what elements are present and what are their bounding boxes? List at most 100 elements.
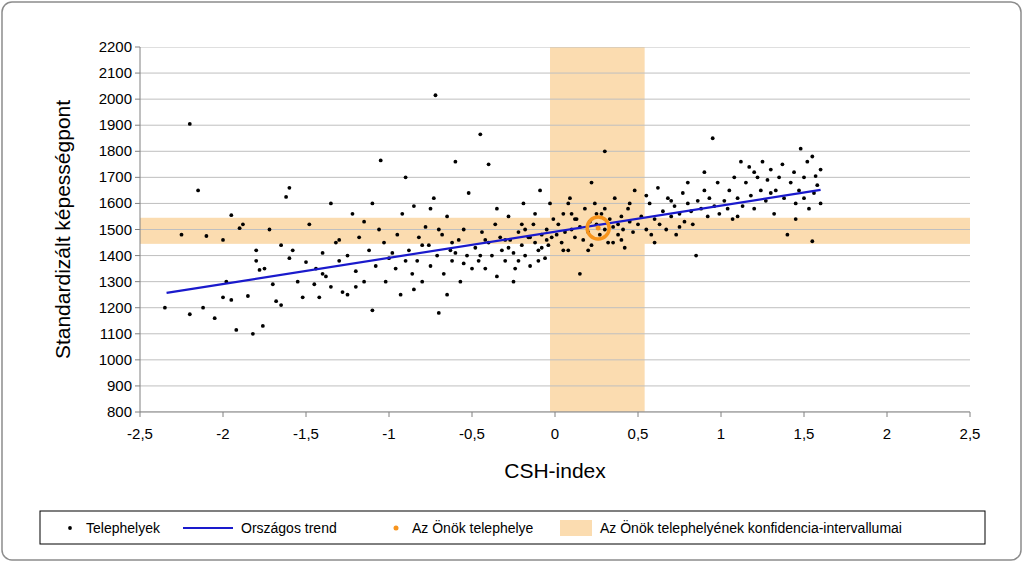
point [620, 215, 624, 219]
point [465, 254, 469, 258]
y-tick [135, 255, 140, 256]
point [644, 194, 648, 198]
point [566, 248, 570, 252]
point [706, 215, 710, 219]
point [254, 248, 258, 252]
point [478, 132, 482, 136]
point [329, 202, 333, 206]
point [500, 248, 504, 252]
point [337, 259, 341, 263]
point [545, 228, 549, 232]
point [268, 228, 272, 232]
point [424, 225, 428, 229]
point [603, 228, 607, 232]
point [450, 259, 454, 263]
point [769, 168, 773, 172]
grid-line [140, 333, 970, 334]
grid-line [140, 281, 970, 282]
point [736, 215, 740, 219]
point [598, 233, 602, 237]
grid-line [140, 359, 970, 360]
point [814, 174, 818, 178]
chart: 8009001000110012001300140015001600170018… [0, 0, 1024, 563]
point [304, 260, 308, 264]
point [188, 312, 192, 316]
point [543, 256, 547, 260]
point [678, 225, 682, 229]
legend-symbol [394, 526, 399, 531]
point [435, 254, 439, 258]
point [412, 288, 416, 292]
point [445, 215, 449, 219]
y-tick [135, 203, 140, 204]
point [462, 228, 466, 232]
point [417, 235, 421, 239]
y-axis-label: Standardizált képességpont [51, 100, 74, 359]
x-tick-label: -1 [382, 425, 395, 442]
frame [2, 2, 1021, 560]
point [761, 160, 765, 164]
point [673, 204, 677, 208]
point [196, 188, 200, 192]
point [522, 202, 526, 206]
point [528, 264, 532, 268]
legend-label: Az Önök telephelye [412, 519, 534, 536]
point [229, 298, 233, 302]
point [653, 241, 657, 245]
point [163, 306, 167, 310]
point [581, 238, 585, 242]
point [611, 241, 615, 245]
point [613, 196, 617, 200]
point [628, 202, 632, 206]
grid-line [140, 151, 970, 152]
point [362, 220, 366, 224]
point [674, 233, 678, 237]
legend-symbol [68, 526, 72, 530]
y-tick-label: 800 [107, 403, 132, 420]
point [752, 170, 756, 174]
point [752, 207, 756, 211]
x-tick [555, 412, 556, 417]
point [412, 204, 416, 208]
y-tick [135, 412, 140, 413]
point [440, 233, 444, 237]
point [532, 222, 536, 226]
point [669, 215, 673, 219]
point [507, 246, 511, 250]
y-tick-label: 1300 [99, 273, 132, 290]
point [546, 243, 550, 247]
point [371, 202, 375, 206]
point [517, 230, 521, 234]
point [819, 202, 823, 206]
point [711, 136, 715, 140]
y-tick-label: 1600 [99, 194, 132, 211]
grid-line [140, 73, 970, 74]
point [493, 222, 497, 226]
point [517, 259, 521, 263]
point [548, 202, 552, 206]
point [341, 290, 345, 294]
point [551, 217, 555, 221]
point [454, 251, 458, 255]
point [621, 228, 625, 232]
point [473, 246, 477, 250]
point [377, 228, 381, 232]
point [490, 254, 494, 258]
x-tick [472, 412, 473, 417]
point [683, 220, 687, 224]
x-tick-label: -0,5 [459, 425, 485, 442]
x-tick-label: 2,5 [960, 425, 981, 442]
y-tick-label: 2200 [99, 38, 132, 55]
point [658, 222, 662, 226]
point [797, 188, 801, 192]
point [805, 160, 809, 164]
axes: 8009001000110012001300140015001600170018… [99, 38, 981, 442]
point [666, 196, 670, 200]
x-axis-label: CSH-index [504, 459, 606, 482]
point [686, 202, 690, 206]
point [802, 196, 806, 200]
y-tick [135, 47, 140, 48]
grid-line [140, 177, 970, 178]
x-tick [223, 412, 224, 417]
point [410, 272, 414, 276]
